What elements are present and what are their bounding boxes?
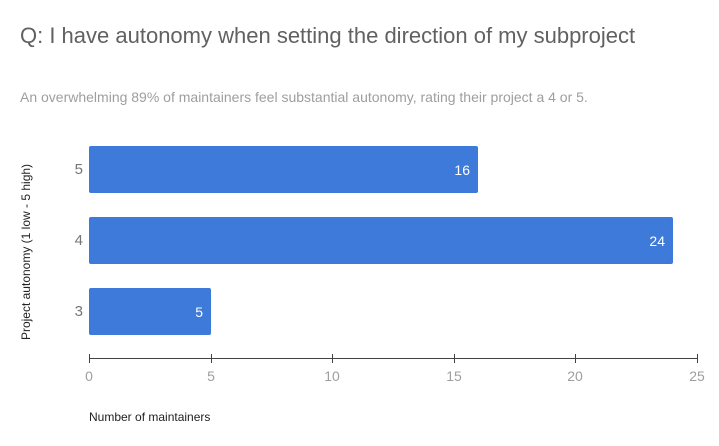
x-axis-tick-label: 5 [207,368,215,384]
x-axis-tick-mark [454,354,455,363]
y-axis-title: Project autonomy (1 low - 5 high) [19,163,33,341]
x-axis-tick-label: 0 [85,368,93,384]
bar-value-label: 5 [195,303,203,320]
x-axis-tick-mark [211,354,212,363]
x-axis-tick-label: 10 [324,368,340,384]
category-label: 3 [74,303,83,320]
chart-subtitle: An overwhelming 89% of maintainers feel … [20,89,588,105]
bar-value-label: 24 [649,232,665,249]
bar-value-label: 16 [454,161,470,178]
x-axis-tick-mark [332,354,333,363]
x-axis-tick-mark [697,354,698,363]
chart-title: Q: I have autonomy when setting the dire… [20,23,636,48]
bar: 24 [89,217,673,264]
category-label: 5 [74,161,83,178]
x-axis-tick-mark [89,354,90,363]
x-axis-tick-mark [575,354,576,363]
bar: 5 [89,288,211,335]
bar: 16 [89,146,478,193]
x-axis-title: Number of maintainers [89,410,211,424]
x-axis-tick-label: 25 [689,368,705,384]
x-axis-line [89,358,698,359]
x-axis-tick-label: 20 [567,368,583,384]
x-axis-tick-label: 15 [446,368,462,384]
category-label: 4 [74,232,83,249]
